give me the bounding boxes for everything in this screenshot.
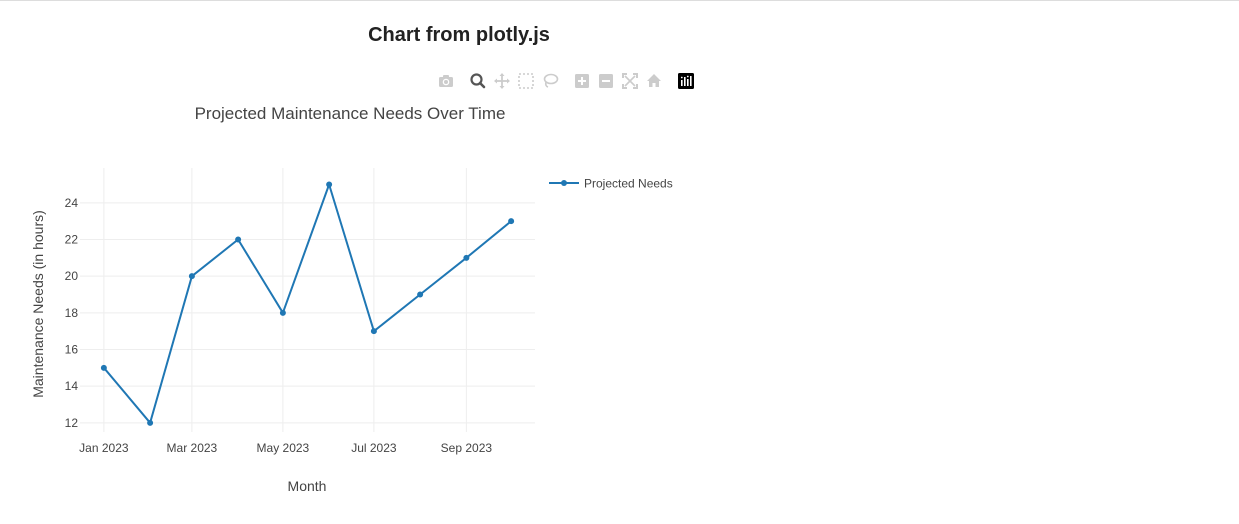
legend-label-projected-needs: Projected Needs xyxy=(584,177,673,191)
y-tick-label: 14 xyxy=(65,379,79,393)
box-select-icon[interactable] xyxy=(516,71,536,91)
x-tick-label: Jul 2023 xyxy=(351,441,397,455)
data-point[interactable] xyxy=(508,218,515,225)
series-line xyxy=(103,183,512,424)
data-point[interactable] xyxy=(463,254,470,261)
y-axis-ticks: 12 14 16 18 20 22 24 xyxy=(65,196,79,430)
data-point[interactable] xyxy=(147,419,154,426)
y-tick-label: 12 xyxy=(65,416,79,430)
y-tick-label: 20 xyxy=(65,269,79,283)
x-tick-label: Jan 2023 xyxy=(79,441,129,455)
x-tick-label: May 2023 xyxy=(257,441,310,455)
zoom-in-icon[interactable] xyxy=(572,71,592,91)
home-icon[interactable] xyxy=(644,71,664,91)
x-tick-label: Mar 2023 xyxy=(167,441,218,455)
plotly-logo-icon[interactable] xyxy=(676,71,696,91)
zoom-icon[interactable] xyxy=(468,71,488,91)
data-point[interactable] xyxy=(100,364,107,371)
data-point[interactable] xyxy=(235,236,242,243)
legend-marker-swatch xyxy=(561,180,567,186)
camera-icon[interactable] xyxy=(436,71,456,91)
y-tick-label: 16 xyxy=(65,343,79,357)
x-axis-ticks: Jan 2023 Mar 2023 May 2023 Jul 2023 Sep 2023 xyxy=(79,441,492,455)
top-border xyxy=(0,0,1239,1)
y-tick-label: 18 xyxy=(65,306,79,320)
autoscale-icon[interactable] xyxy=(620,71,640,91)
legend[interactable]: Projected Needs xyxy=(549,177,673,191)
pan-icon[interactable] xyxy=(492,71,512,91)
zoom-out-icon[interactable] xyxy=(596,71,616,91)
x-tick-label: Sep 2023 xyxy=(441,441,493,455)
data-point[interactable] xyxy=(417,291,424,298)
page-title: Chart from plotly.js xyxy=(368,24,550,46)
data-point[interactable] xyxy=(326,181,333,188)
series-layer xyxy=(100,181,515,426)
y-tick-label: 24 xyxy=(65,196,79,210)
data-point[interactable] xyxy=(188,273,195,280)
x-axis-title: Month xyxy=(288,478,327,494)
chart-title: Projected Maintenance Needs Over Time xyxy=(195,104,506,123)
data-point[interactable] xyxy=(370,328,377,335)
data-point[interactable] xyxy=(279,309,286,316)
y-axis-title: Maintenance Needs (in hours) xyxy=(30,210,46,398)
grid-lines xyxy=(80,168,535,432)
y-tick-label: 22 xyxy=(65,233,79,247)
lasso-select-icon[interactable] xyxy=(540,71,560,91)
